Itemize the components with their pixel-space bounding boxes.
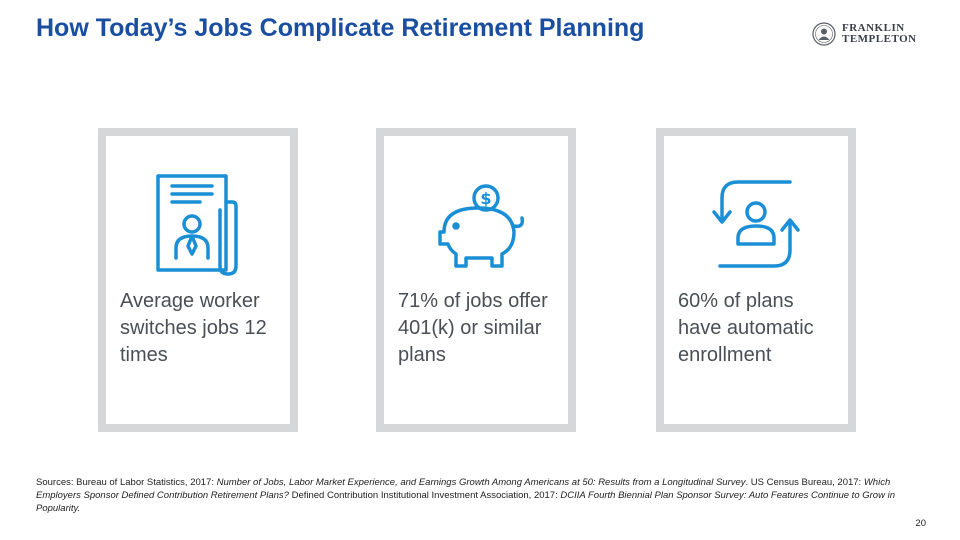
stat-text: Average worker switches jobs 12 times — [120, 290, 267, 366]
logo-line-2: TEMPLETON — [842, 33, 917, 45]
stat-text: 60% of plans have automatic enrollment — [678, 290, 814, 366]
source-part: Sources: Bureau of Labor Statistics, 201… — [36, 477, 217, 488]
source-title: Number of Jobs, Labor Market Experience,… — [216, 477, 746, 488]
stat-card-401k: $ 71% of jobs offer 401(k) or similar pl… — [376, 128, 576, 432]
sources-footnote: Sources: Bureau of Labor Statistics, 201… — [36, 476, 926, 515]
stat-text: 71% of jobs offer 401(k) or similar plan… — [398, 290, 548, 366]
source-title: DCIIA Fourth Biennial Plan Sponsor Surve… — [36, 490, 895, 514]
resume-document-icon — [156, 174, 238, 276]
page-title: How Today’s Jobs Complicate Retirement P… — [36, 14, 645, 42]
source-title: Which Employers Sponsor Defined Contribu… — [36, 477, 891, 501]
seal-portrait-icon — [812, 22, 836, 46]
source-part: Defined Contribution Institutional Inves… — [288, 490, 561, 501]
source-part: . US Census Bureau, 2017: — [745, 477, 864, 488]
franklin-templeton-logo: FRANKLIN TEMPLETON — [812, 20, 932, 48]
stat-card-job-switches: Average worker switches jobs 12 times — [98, 128, 298, 432]
piggy-bank-dollar-icon: $ — [438, 184, 525, 268]
page-number: 20 — [915, 518, 926, 529]
stat-card-auto-enrollment: 60% of plans have automatic enrollment — [656, 128, 856, 432]
user-cycle-arrows-icon — [712, 180, 800, 268]
svg-text:$: $ — [480, 189, 491, 208]
logo-line-1: FRANKLIN — [842, 22, 905, 34]
